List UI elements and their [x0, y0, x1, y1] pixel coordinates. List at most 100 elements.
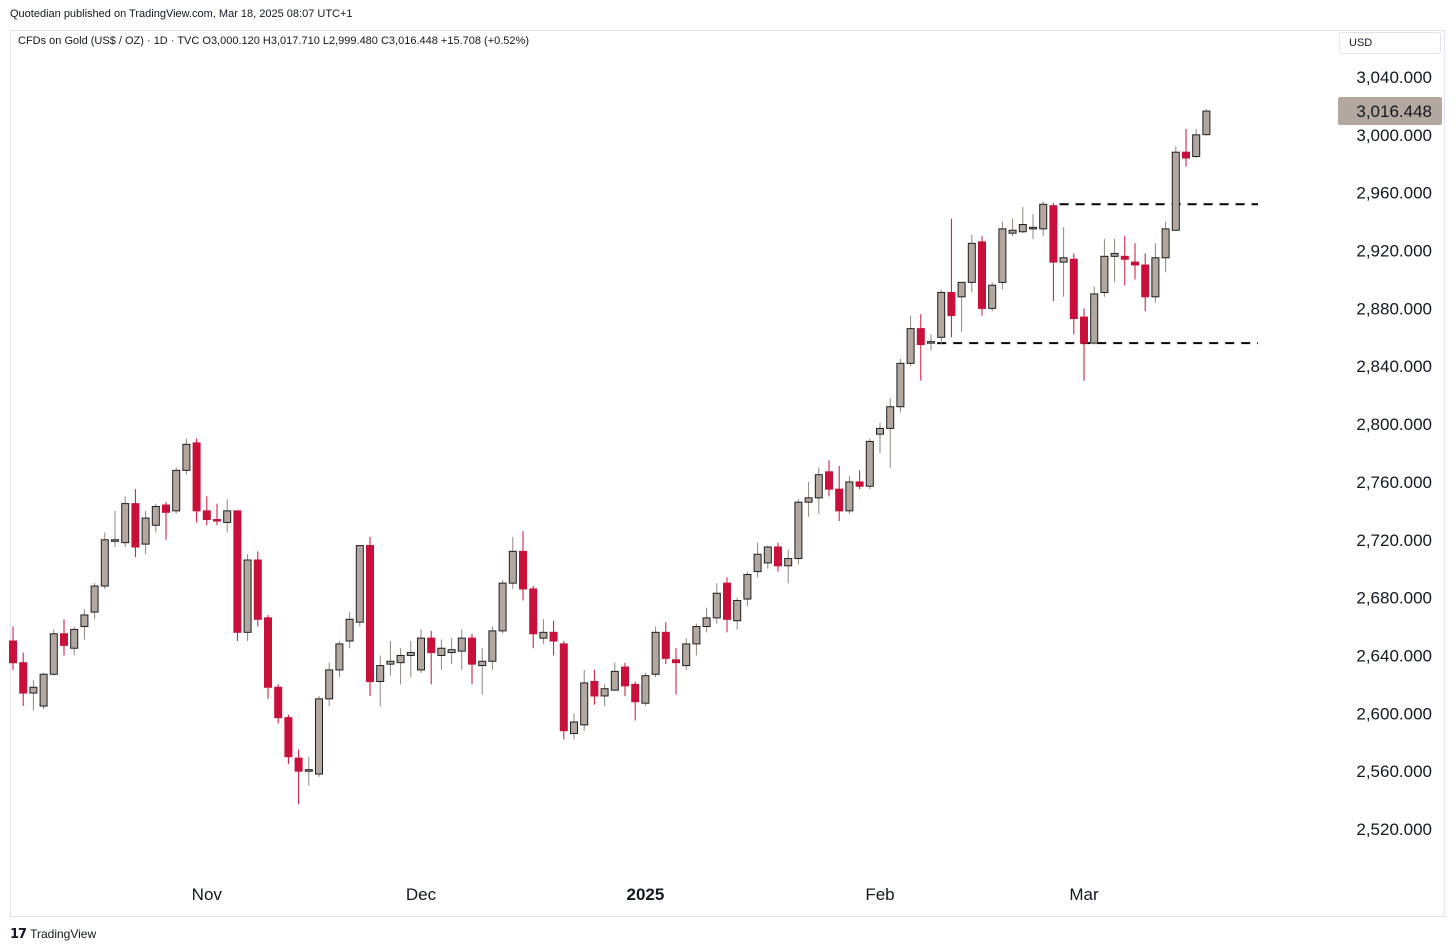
candle — [631, 681, 640, 721]
candle — [804, 481, 813, 517]
candle — [396, 648, 405, 685]
candle-body — [876, 427, 884, 435]
candle-body — [927, 341, 935, 344]
chart-frame[interactable] — [10, 30, 1445, 917]
symbol-legend[interactable]: CFDs on Gold (US$ / OZ) · 1D · TVC O3,00… — [18, 35, 529, 47]
candle — [1029, 214, 1037, 239]
candle — [264, 614, 272, 699]
candle — [162, 502, 170, 540]
candle — [937, 289, 946, 345]
candle — [1141, 253, 1150, 312]
candle-body — [651, 631, 660, 675]
candle — [386, 641, 395, 676]
candle — [702, 607, 711, 633]
candle-body — [855, 481, 864, 487]
candle — [1069, 253, 1078, 335]
candle-body — [519, 550, 527, 590]
candle-body — [916, 328, 925, 346]
candle-body — [896, 362, 905, 408]
y-tick-label: 2,560.000 — [1356, 762, 1432, 781]
candle-body — [304, 769, 313, 772]
y-tick-label: 2,920.000 — [1356, 242, 1432, 261]
candle-body — [1080, 316, 1088, 344]
candle-body — [427, 637, 436, 654]
candle-body — [468, 637, 476, 665]
candle-body — [345, 618, 354, 642]
candle — [661, 622, 670, 665]
candle — [549, 620, 558, 656]
y-tick-label: 2,880.000 — [1356, 299, 1432, 318]
candle — [733, 597, 742, 630]
candle — [1039, 201, 1048, 237]
candle-body — [784, 558, 793, 567]
candle-body — [967, 242, 976, 283]
candle — [192, 438, 201, 523]
candle-body — [539, 631, 548, 639]
candle — [610, 662, 619, 691]
candle — [978, 236, 986, 316]
candle-body — [957, 281, 966, 298]
candle — [437, 639, 446, 670]
candle — [90, 583, 99, 620]
candle — [682, 638, 691, 670]
x-tick-label: Dec — [406, 885, 437, 904]
candle — [29, 680, 38, 711]
candle-body — [325, 669, 334, 700]
candle-body — [1039, 203, 1048, 230]
candle-body — [763, 546, 772, 564]
candle — [335, 641, 344, 678]
candle — [825, 460, 833, 497]
candle — [111, 510, 119, 547]
candle — [590, 669, 599, 705]
candle — [947, 218, 956, 338]
candle — [600, 684, 609, 707]
candle-body — [1131, 261, 1139, 266]
candle — [1182, 129, 1190, 167]
candle — [253, 551, 262, 627]
x-tick-label: 2025 — [626, 885, 664, 904]
y-tick-label: 2,720.000 — [1356, 531, 1432, 550]
candle-body — [1069, 258, 1078, 320]
candle-body — [1018, 224, 1027, 233]
y-tick-label: 2,680.000 — [1356, 589, 1432, 608]
candle — [376, 655, 385, 707]
candle — [213, 503, 221, 526]
candle-body — [702, 617, 711, 628]
candle — [1110, 238, 1119, 283]
candle — [468, 633, 476, 685]
candle-body — [774, 546, 782, 567]
candle — [243, 554, 252, 641]
candle-body — [1161, 228, 1170, 259]
currency-selector[interactable]: USD — [1339, 32, 1441, 54]
y-tick-label: 2,960.000 — [1356, 184, 1432, 203]
candle-body — [998, 228, 1007, 283]
candle-body — [886, 406, 895, 429]
candle — [406, 641, 415, 678]
candle-body — [315, 698, 323, 775]
candle-body — [162, 504, 170, 513]
candle — [712, 583, 721, 624]
candle — [457, 629, 466, 670]
candle — [1059, 227, 1068, 297]
candle-body — [621, 666, 629, 687]
candle-body — [1171, 151, 1180, 231]
candle-body — [712, 592, 721, 619]
candle-body — [141, 517, 150, 545]
candle — [345, 612, 354, 649]
candle-body — [417, 637, 425, 671]
y-tick-label: 2,760.000 — [1356, 473, 1432, 492]
candle — [1131, 243, 1139, 280]
candle — [998, 221, 1007, 290]
candle — [855, 470, 864, 490]
candle — [366, 536, 374, 696]
candle — [1090, 286, 1099, 345]
x-axis: Nov Dec 2025 Feb Mar — [192, 885, 1099, 904]
candle-body — [845, 481, 854, 512]
candle — [580, 669, 589, 731]
candle-body — [1151, 257, 1160, 298]
candle-body — [202, 510, 211, 521]
y-tick-label: 2,600.000 — [1356, 704, 1432, 723]
candle-body — [1090, 293, 1099, 344]
candle-body — [396, 654, 405, 664]
